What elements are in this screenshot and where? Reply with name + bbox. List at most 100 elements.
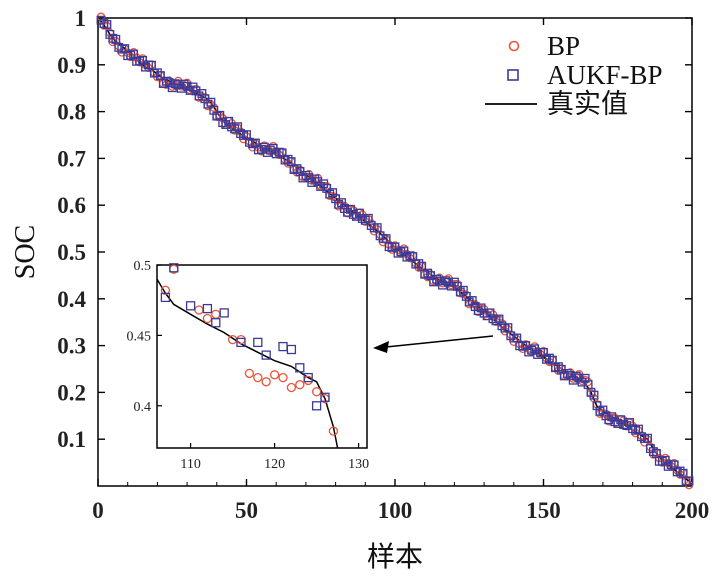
aukf-point <box>482 311 492 321</box>
aukf-point <box>161 76 171 86</box>
aukf-point <box>631 425 641 435</box>
aukf-point <box>464 297 474 307</box>
aukf-point <box>518 341 528 351</box>
aukf-point <box>553 362 563 372</box>
aukf-point <box>194 91 204 101</box>
inset-zoom-plot: 0.4 0.45 0.5 110 120 130 <box>127 259 370 472</box>
aukf-point <box>684 476 694 486</box>
aukf-point <box>441 276 450 286</box>
aukf-point <box>672 467 682 477</box>
aukf-point <box>310 174 320 184</box>
aukf-point <box>467 296 477 305</box>
aukf-point <box>539 348 548 357</box>
aukf-point <box>360 215 370 225</box>
aukf-point <box>628 424 638 434</box>
aukf-point <box>533 350 543 359</box>
aukf-point <box>247 139 257 149</box>
y-tick-label: 0.4 <box>57 287 86 312</box>
aukf-point <box>197 89 207 98</box>
inset-aukf-point <box>253 337 263 348</box>
y-tick-label: 0.2 <box>57 380 86 405</box>
aukf-point <box>313 177 323 187</box>
aukf-point <box>423 268 433 278</box>
aukf-point <box>619 420 629 429</box>
aukf-point <box>645 444 655 453</box>
aukf-point <box>230 124 240 134</box>
inset-bp-point <box>311 387 322 397</box>
aukf-point <box>390 242 400 252</box>
y-tick-label: 0.3 <box>57 334 86 359</box>
legend: BP AUKF-BP 真实值 <box>485 31 663 119</box>
legend-bp-label: BP <box>547 31 580 61</box>
aukf-point <box>375 231 385 241</box>
inset-aukf-point <box>236 337 246 348</box>
inset-bp-point <box>261 377 271 387</box>
inset-aukf-point <box>286 344 297 355</box>
inset-aukf-point <box>185 301 196 311</box>
aukf-point <box>414 259 424 269</box>
aukf-point <box>301 170 311 180</box>
aukf-point <box>236 129 246 139</box>
aukf-point <box>604 415 614 425</box>
aukf-point <box>544 353 554 363</box>
aukf-point <box>637 432 646 442</box>
inset-y-tick-label: 0.45 <box>127 329 152 344</box>
aukf-point <box>209 105 219 115</box>
y-tick-label: 0.6 <box>57 193 86 218</box>
aukf-point <box>203 99 213 109</box>
x-tick-label: 50 <box>235 498 258 523</box>
inset-aukf-point <box>261 350 271 360</box>
x-axis-ticks: 0 50 100 150 200 <box>92 18 709 523</box>
aukf-point <box>550 363 560 373</box>
aukf-point <box>271 149 281 159</box>
aukf-point <box>179 79 189 89</box>
inset-x-ticks: 110 120 130 <box>180 443 369 472</box>
legend-truth-label: 真实值 <box>547 89 628 119</box>
aukf-point <box>616 415 626 425</box>
aukf-point <box>586 387 596 397</box>
y-axis-ticks: 0.1 0.2 0.3 0.4 0.5 0.6 0.7 0.8 0.9 1 <box>57 6 692 452</box>
legend-aukf-marker <box>507 69 519 81</box>
y-tick-label: 0.8 <box>57 100 86 125</box>
aukf-point <box>396 247 406 257</box>
y-tick-label: 0.9 <box>57 53 86 78</box>
aukf-point <box>657 456 667 466</box>
inset-aukf-point <box>160 292 171 303</box>
aukf-point <box>506 331 516 341</box>
aukf-point <box>227 122 237 132</box>
aukf-point <box>643 433 652 443</box>
aukf-point <box>485 308 495 318</box>
inset-x-tick-label: 130 <box>348 457 369 472</box>
aukf-point <box>102 20 112 29</box>
aukf-point <box>170 79 180 89</box>
inset-x-tick-label: 120 <box>264 457 285 472</box>
aukf-point <box>298 173 308 183</box>
inset-bp-point <box>269 370 280 380</box>
aukf-point <box>289 165 299 174</box>
inset-aukf-point <box>320 392 330 402</box>
inset-bp-point <box>286 382 297 393</box>
inset-y-tick-label: 0.4 <box>134 400 152 415</box>
x-tick-label: 200 <box>675 498 710 523</box>
aukf-point <box>675 466 685 476</box>
aukf-point <box>473 306 483 316</box>
inset-aukf-bp-series <box>160 263 330 411</box>
aukf-point <box>345 204 355 214</box>
y-tick-label: 1 <box>75 6 87 31</box>
aukf-point <box>126 50 136 60</box>
aukf-point <box>233 122 243 132</box>
inset-bp-point <box>278 372 288 383</box>
aukf-point <box>357 214 367 223</box>
aukf-point <box>598 405 608 415</box>
aukf-point <box>191 86 201 96</box>
inset-bp-point <box>160 285 171 295</box>
zoom-arrow-shaft <box>385 335 494 348</box>
inset-aukf-point <box>211 318 221 328</box>
aukf-point <box>239 131 248 140</box>
x-axis-label: 样本 <box>367 541 423 573</box>
aukf-point <box>497 321 507 331</box>
y-tick-label: 0.1 <box>57 427 86 452</box>
inset-bp-point <box>253 372 263 383</box>
aukf-point <box>521 341 531 350</box>
aukf-point <box>491 316 501 326</box>
